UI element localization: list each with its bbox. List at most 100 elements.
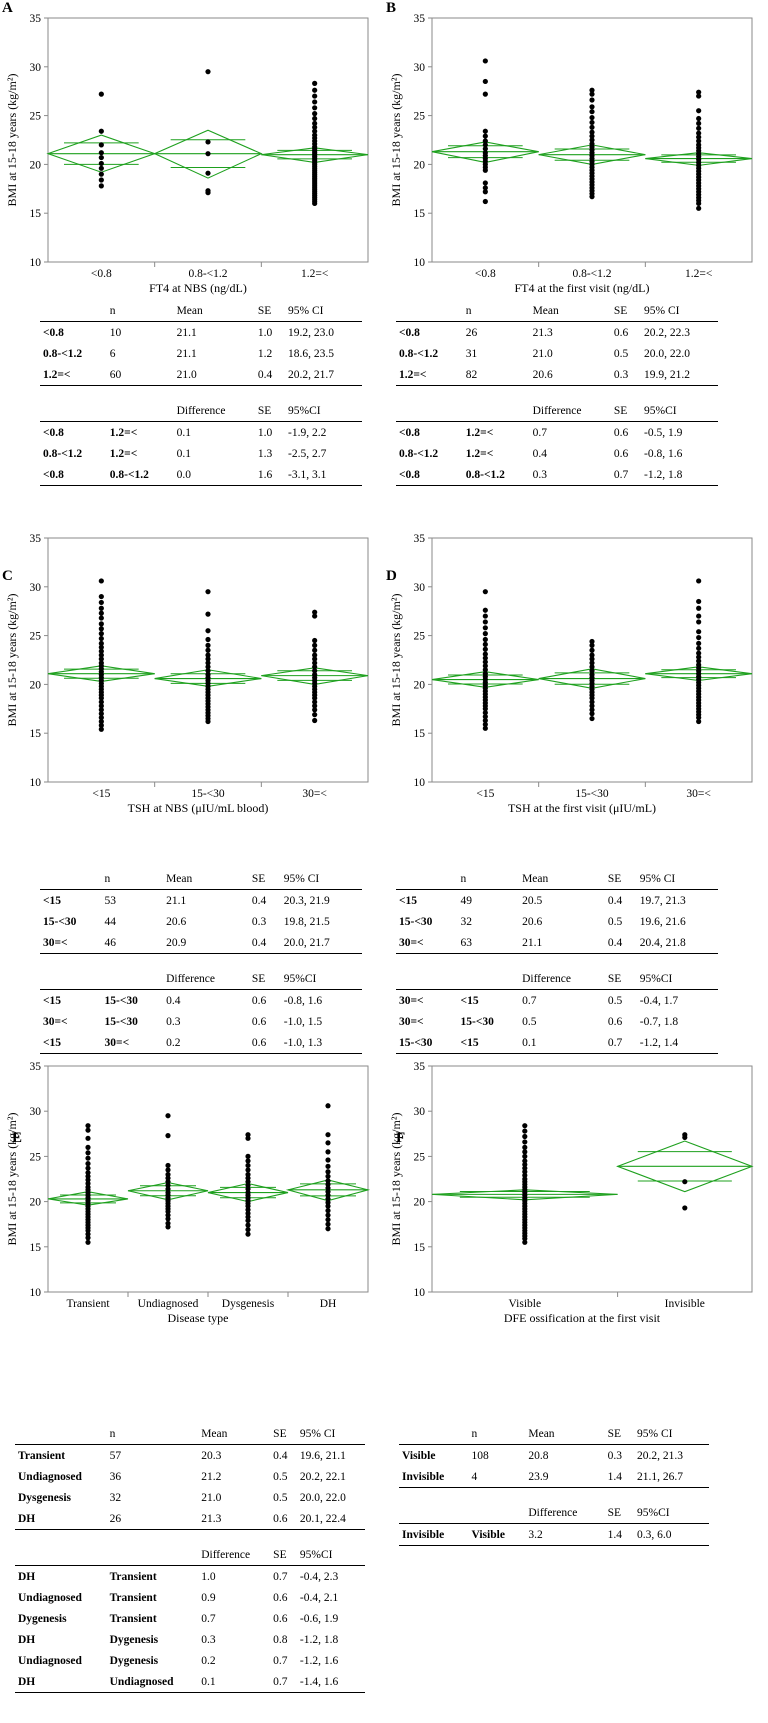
table-row: 1.2=< 60 21.0 0.4 20.2, 21.7 [40,364,362,386]
table-row: Difference SE 95%CI [40,968,362,990]
table-row: 0.8-<1.2 31 21.0 0.5 20.0, 22.0 [396,343,718,364]
data-point [696,640,702,647]
table-cell: 21.0 [201,1491,222,1504]
table-cell: Dysgenesis [18,1491,72,1504]
table-row: n Mean SE 95% CI [396,300,718,322]
table-cell: 20.0, 21.7 [280,932,362,954]
table-cell: Difference [525,1502,605,1524]
table-cell: 0.6 [613,326,629,339]
table-cell: <0.8 [399,326,420,339]
table-cell: 0.5 [522,1015,537,1028]
table-cell: Transient [109,1570,157,1583]
table-cell: 53 [104,894,117,907]
data-point [482,619,488,625]
table-row: DH Dygenesis 0.3 0.8 -1.2, 1.8 [15,1629,365,1650]
data-point [312,613,318,619]
data-point [696,645,702,651]
y-tick-label: 10 [30,1287,42,1299]
data-point [482,167,488,173]
data-point [98,722,104,728]
data-point [522,1239,528,1245]
table-cell: 0.4 [607,894,623,907]
y-tick-label: 15 [30,1242,42,1254]
data-point [589,114,595,121]
table-cell: 95%CI [296,1544,365,1566]
table-cell: 1.0 [257,426,273,439]
table-cell: 20.2, 22.1 [299,1470,346,1483]
table-cell: 10 [109,326,122,339]
data-point [482,138,488,144]
table-cell: 0.0 [173,464,255,486]
table-cell: -0.8, 1.6 [644,447,683,460]
table-cell: Mean [198,1423,271,1445]
table-cell: 1.3 [257,447,273,460]
data-point [85,1239,91,1245]
table-cell [396,968,458,990]
data-point [205,190,211,196]
table-cell: 20.6 [529,364,611,386]
data-point [325,1157,331,1163]
y-tick-label: 30 [30,62,42,74]
x-tick-label: Transient [66,1298,110,1310]
table-cell: 0.8-<1.2 [43,447,83,460]
data-point [482,636,488,643]
data-point [325,1103,331,1109]
x-tick-label: 1.2=< [685,268,712,280]
data-point [245,1162,251,1169]
table-cell: Mean [173,300,255,322]
table-cell: 20.1, 22.4 [296,1508,365,1530]
table-cell: 32 [109,1491,122,1504]
data-point [696,718,702,725]
table-row: Invisible 4 23.9 1.4 21.1, 26.7 [399,1466,709,1488]
y-tick-label: 25 [414,1151,426,1163]
table-cell: 1.0 [201,1570,216,1583]
table-row: 0.8-<1.2 1.2=< 0.1 1.3 -2.5, 2.7 [40,443,362,464]
table-cell: <0.8 [43,426,64,439]
data-point [205,628,211,634]
table-cell: 0.5 [607,994,623,1007]
panel-d: D 10 15 20 25 30 35 BMI at 15-18 years (kg/m²)… [384,533,768,1088]
data-point [245,1207,251,1213]
data-point [522,1158,528,1164]
table-row: DH Transient 1.0 0.7 -0.4, 2.3 [15,1566,365,1588]
data-point [696,125,702,131]
data-point [482,655,488,661]
data-point [589,703,595,709]
table-row: DH Undiagnosed 0.1 0.7 -1.4, 1.6 [15,1671,365,1693]
table-cell: 60 [106,364,174,386]
table-cell: <0.8 [40,464,107,486]
data-point [325,1208,331,1214]
data-point [696,619,702,625]
table-row: 0.8-<1.2 6 21.1 1.2 18.6, 23.5 [40,343,362,364]
data-point [325,1132,331,1138]
table-cell [399,1502,469,1524]
data-point [85,1155,91,1161]
y-tick-label: 35 [30,533,42,545]
data-point [165,1167,171,1173]
data-point [312,87,318,93]
table-cell: Undiagnosed [18,1654,82,1667]
data-point [522,1128,528,1134]
data-point [589,109,595,115]
data-point [98,718,104,725]
table-cell: 21.1 [166,894,187,907]
table-cell: 0.4 [532,447,547,460]
data-point [98,150,104,156]
table-cell: 21.2 [201,1470,222,1483]
table-cell: 19.9, 21.2 [641,364,718,386]
data-point [482,631,488,637]
table-row: 0.8-<1.2 1.2=< 0.4 0.6 -0.8, 1.6 [396,443,718,464]
data-point [325,1181,331,1188]
table-cell: Difference [529,400,611,422]
table-cell: SE [604,1423,634,1445]
data-point [245,1153,251,1159]
x-tick-label: 15-<30 [575,788,609,800]
table-cell: 18.6, 23.5 [288,347,335,360]
data-point [165,1186,171,1192]
x-tick-label: 15-<30 [191,788,225,800]
table-cell: SE [254,300,286,322]
data-point [482,91,488,97]
table-cell: Difference [198,1544,271,1566]
data-point [589,715,595,722]
data-point [325,1226,331,1232]
